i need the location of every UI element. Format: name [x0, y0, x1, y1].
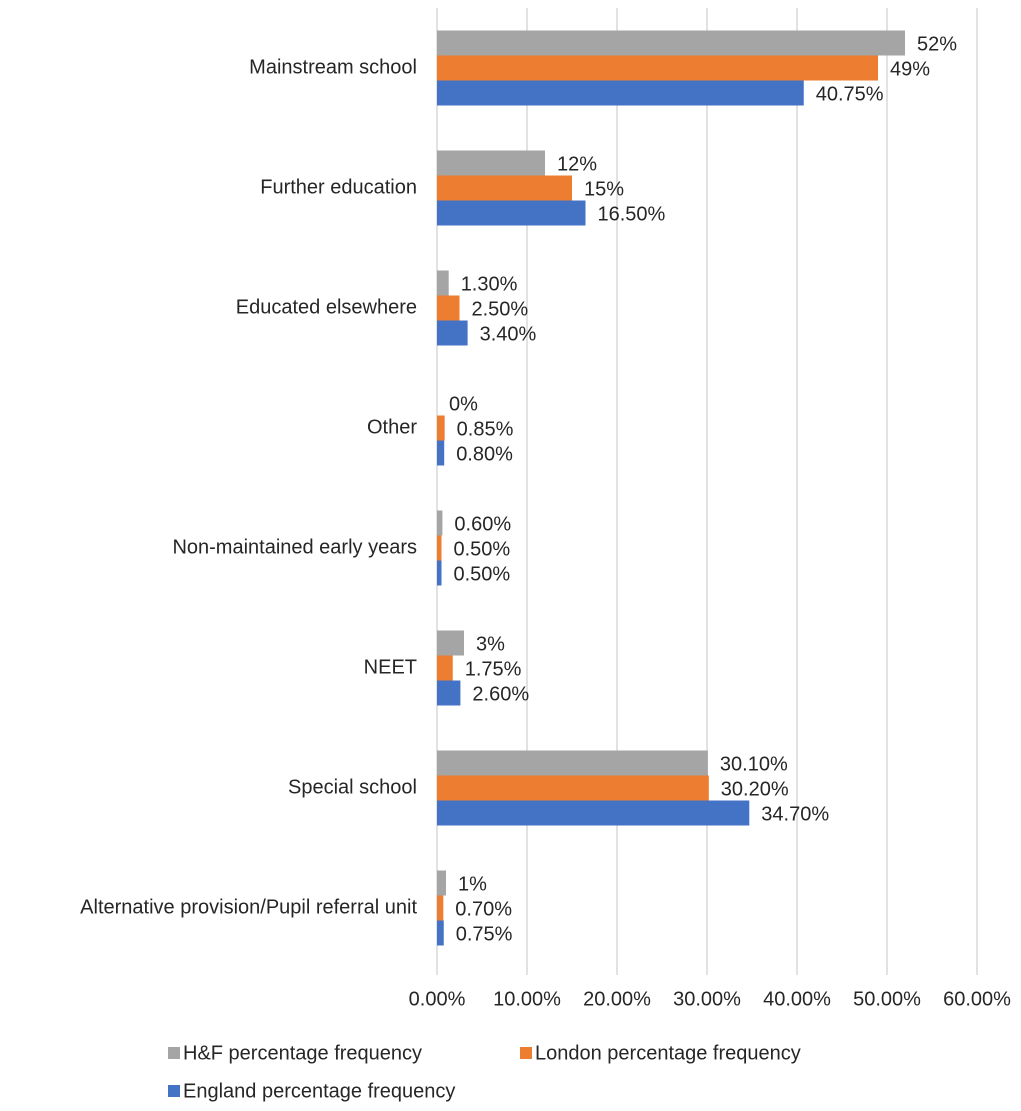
- bar: [437, 750, 708, 776]
- bar: [437, 30, 905, 56]
- data-label: 2.50%: [472, 298, 529, 320]
- x-tick-label: 30.00%: [673, 988, 741, 1010]
- y-tick-label: Special school: [288, 776, 417, 798]
- legend-label: England percentage frequency: [183, 1080, 455, 1102]
- legend-swatch: [168, 1085, 180, 1097]
- bar: [437, 630, 464, 656]
- y-tick-label: Other: [367, 416, 417, 438]
- legend-swatch: [520, 1047, 532, 1059]
- bar: [437, 655, 453, 681]
- bar: [437, 150, 545, 176]
- bar: [437, 870, 446, 896]
- data-label: 0.80%: [456, 443, 513, 465]
- bar: [437, 175, 572, 201]
- y-tick-label: Non-maintained early years: [172, 536, 417, 558]
- data-label: 0.70%: [455, 898, 512, 920]
- data-label: 0.75%: [456, 923, 513, 945]
- data-label: 15%: [584, 178, 624, 200]
- bar: [437, 200, 586, 226]
- data-label: 0.60%: [454, 513, 511, 535]
- data-label: 1.30%: [461, 273, 518, 295]
- bar: [437, 440, 445, 466]
- bar: [437, 295, 460, 321]
- bar: [437, 270, 449, 296]
- data-label: 0%: [449, 393, 478, 415]
- y-tick-label: NEET: [364, 656, 417, 678]
- data-label: 0.50%: [454, 538, 511, 560]
- bar: [437, 510, 443, 536]
- data-label: 1.75%: [465, 658, 522, 680]
- bar: [437, 800, 750, 826]
- bar: [437, 775, 709, 801]
- data-label: 30.10%: [720, 753, 788, 775]
- data-label: 0.85%: [457, 418, 514, 440]
- bar: [437, 535, 442, 561]
- bar: [437, 560, 442, 586]
- bar: [437, 80, 804, 106]
- bar: [437, 320, 468, 346]
- y-tick-label: Mainstream school: [249, 56, 417, 78]
- data-label: 34.70%: [761, 803, 829, 825]
- x-tick-label: 10.00%: [493, 988, 561, 1010]
- bar: [437, 895, 444, 921]
- data-label: 49%: [890, 58, 930, 80]
- data-label: 3.40%: [480, 323, 537, 345]
- bar: [437, 680, 461, 706]
- data-label: 0.50%: [454, 563, 511, 585]
- legend-label: H&F percentage frequency: [183, 1042, 422, 1064]
- data-label: 2.60%: [472, 683, 529, 705]
- data-label: 1%: [458, 873, 487, 895]
- x-tick-label: 20.00%: [583, 988, 651, 1010]
- legend-label: London percentage frequency: [535, 1042, 801, 1064]
- bar: [437, 55, 878, 81]
- data-label: 3%: [476, 633, 505, 655]
- data-label: 30.20%: [721, 778, 789, 800]
- data-label: 40.75%: [816, 83, 884, 105]
- y-tick-label: Alternative provision/Pupil referral uni…: [80, 896, 417, 918]
- x-tick-label: 40.00%: [763, 988, 831, 1010]
- data-label: 12%: [557, 153, 597, 175]
- legend-swatch: [168, 1047, 180, 1059]
- y-tick-label: Further education: [260, 176, 417, 198]
- data-label: 16.50%: [598, 203, 666, 225]
- x-tick-label: 0.00%: [409, 988, 466, 1010]
- bar: [437, 920, 444, 946]
- x-tick-label: 60.00%: [943, 988, 1011, 1010]
- data-label: 52%: [917, 33, 957, 55]
- y-tick-label: Educated elsewhere: [236, 296, 417, 318]
- bar: [437, 415, 445, 441]
- x-tick-label: 50.00%: [853, 988, 921, 1010]
